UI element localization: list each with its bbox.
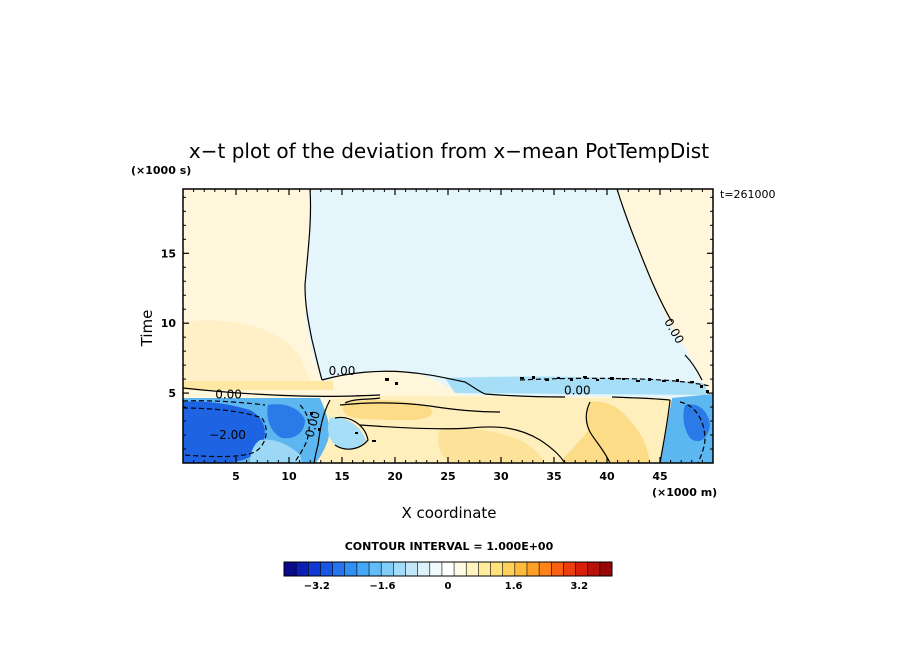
contour-minus-one-left-column: [293, 404, 310, 463]
contour-zero-right-boundary: [659, 399, 671, 463]
contour-label-0: 0.00: [329, 364, 356, 378]
x-tick-label-1: 10: [281, 470, 297, 483]
field-deep-blue-region-left: [183, 401, 265, 463]
colorbar-swatch-17: [490, 562, 503, 576]
x-tick-label-8: 45: [652, 470, 667, 483]
y-unit-label: (×1000 s): [131, 164, 191, 177]
colorbar-swatch-11: [417, 562, 431, 576]
contour-zero-band-top: [321, 370, 486, 395]
colorbar-tick-label-2: 0: [445, 581, 452, 592]
contour-minus-one-band-right: [519, 377, 711, 387]
field-orange-yellow-patch-right: [560, 401, 650, 463]
colorbar-tick-label-1: −1.6: [369, 581, 395, 592]
plot-area: [183, 189, 713, 463]
contour-label-4: 0.00: [302, 410, 322, 439]
contour-minus-one-right-column: [679, 401, 706, 463]
colorbar: [283, 561, 613, 577]
colorbar-tick-label-0: −3.2: [304, 581, 330, 592]
colorbar-swatch-0: [284, 562, 297, 576]
field-orange-yellow-patch: [342, 400, 433, 420]
colorbar-swatch-14: [454, 562, 467, 576]
colorbar-swatch-7: [369, 562, 382, 576]
contour-label-5: −2.00: [209, 428, 246, 442]
colorbar-swatch-5: [344, 562, 358, 576]
contour-one-lower: [359, 424, 566, 463]
colorbar-swatch-24: [575, 562, 589, 576]
colorbar-swatch-25: [587, 562, 601, 576]
colorbar-swatch-3: [320, 562, 333, 576]
colorbar-swatch-22: [551, 562, 564, 576]
x-unit-label: (×1000 m): [652, 486, 717, 499]
contour-zero-upper-left: [304, 189, 323, 381]
x-tick-label-5: 30: [493, 470, 509, 483]
colorbar-tick-label-3: 1.6: [505, 581, 523, 592]
colorbar-swatch-9: [393, 562, 406, 576]
chart-title: x−t plot of the deviation from x−mean Po…: [189, 139, 709, 163]
field-pale-blue-region: [305, 189, 708, 398]
x-axis-ticks: 5 10 15 20 25 30 35 40 45: [193, 189, 703, 483]
contour-lines: [183, 189, 703, 463]
contour-zero-left-boundary: [313, 399, 331, 463]
speckle-noise: [310, 376, 709, 442]
field-light-blue-band: [445, 376, 706, 395]
colorbar-swatch-20: [526, 562, 540, 576]
contour-minus-one-top: [183, 400, 266, 406]
colorbar-swatch-2: [308, 562, 321, 576]
y-axis-ticks: 5 10 15: [161, 196, 713, 450]
colorbar-swatch-23: [563, 562, 576, 576]
x-tick-label-6: 35: [546, 470, 561, 483]
contour-loop-near-x15: [334, 416, 369, 450]
contour-one-right: [585, 401, 611, 463]
field-light-blue-pocket: [327, 417, 366, 450]
colorbar-swatch-26: [599, 562, 613, 576]
contour-interval-label: CONTOUR INTERVAL = 1.000E+00: [345, 540, 554, 553]
x-tick-label-3: 20: [387, 470, 403, 483]
y-axis-label: Time: [138, 310, 156, 348]
colorbar-swatch-6: [356, 562, 370, 576]
field-orange-yellow-patch-mid: [438, 428, 545, 463]
x-axis-label: X coordinate: [401, 504, 496, 522]
field-deep-blue-region-right: [683, 404, 710, 442]
contour-minus-two: [183, 407, 267, 458]
colorbar-swatch-4: [332, 562, 346, 576]
contour-labels: 0.000.00 0.000.000.00−2.00: [209, 316, 687, 442]
colorbar-frame: [283, 561, 613, 577]
contour-zero-right-tail: [684, 354, 703, 381]
colorbar-swatch-8: [381, 562, 394, 576]
colorbar-swatch-19: [514, 562, 528, 576]
x-tick-label-7: 40: [599, 470, 615, 483]
colorbar-swatch-15: [466, 562, 479, 576]
y-tick-label-2: 15: [161, 247, 176, 260]
field-yellow-band: [183, 381, 333, 390]
colorbar-swatch-12: [429, 562, 443, 576]
contour-zero-mid: [484, 393, 671, 401]
colorbar-swatch-10: [405, 562, 418, 576]
colorbar-swatch-1: [296, 562, 309, 576]
contour-zero-upper-right: [616, 189, 673, 323]
colorbar-ticks: −3.2 −1.6 0 1.6 3.2: [304, 581, 588, 592]
colorbar-tick-label-4: 3.2: [570, 581, 588, 592]
contour-loop-near-x12: [344, 397, 381, 404]
contour-one-upper: [339, 402, 501, 413]
contour-zero-band: [183, 387, 381, 398]
contour-label-2: 0.00: [564, 384, 591, 398]
x-tick-label-4: 25: [440, 470, 455, 483]
colorbar-swatch-18: [502, 562, 516, 576]
colorbar-swatch-13: [441, 562, 455, 576]
time-label: t=261000: [720, 188, 776, 201]
y-tick-label-1: 10: [161, 317, 177, 330]
contour-label-1: 0.00: [215, 388, 242, 402]
y-tick-label-0: 5: [168, 387, 176, 400]
contour-lines-dashed: [183, 377, 711, 463]
colorbar-swatch-21: [539, 562, 552, 576]
x-tick-label-0: 5: [232, 470, 240, 483]
x-tick-label-2: 15: [334, 470, 349, 483]
colorbar-swatch-16: [478, 562, 491, 576]
field-warm-bump: [183, 320, 312, 390]
field-blue-patch-a: [267, 404, 305, 439]
